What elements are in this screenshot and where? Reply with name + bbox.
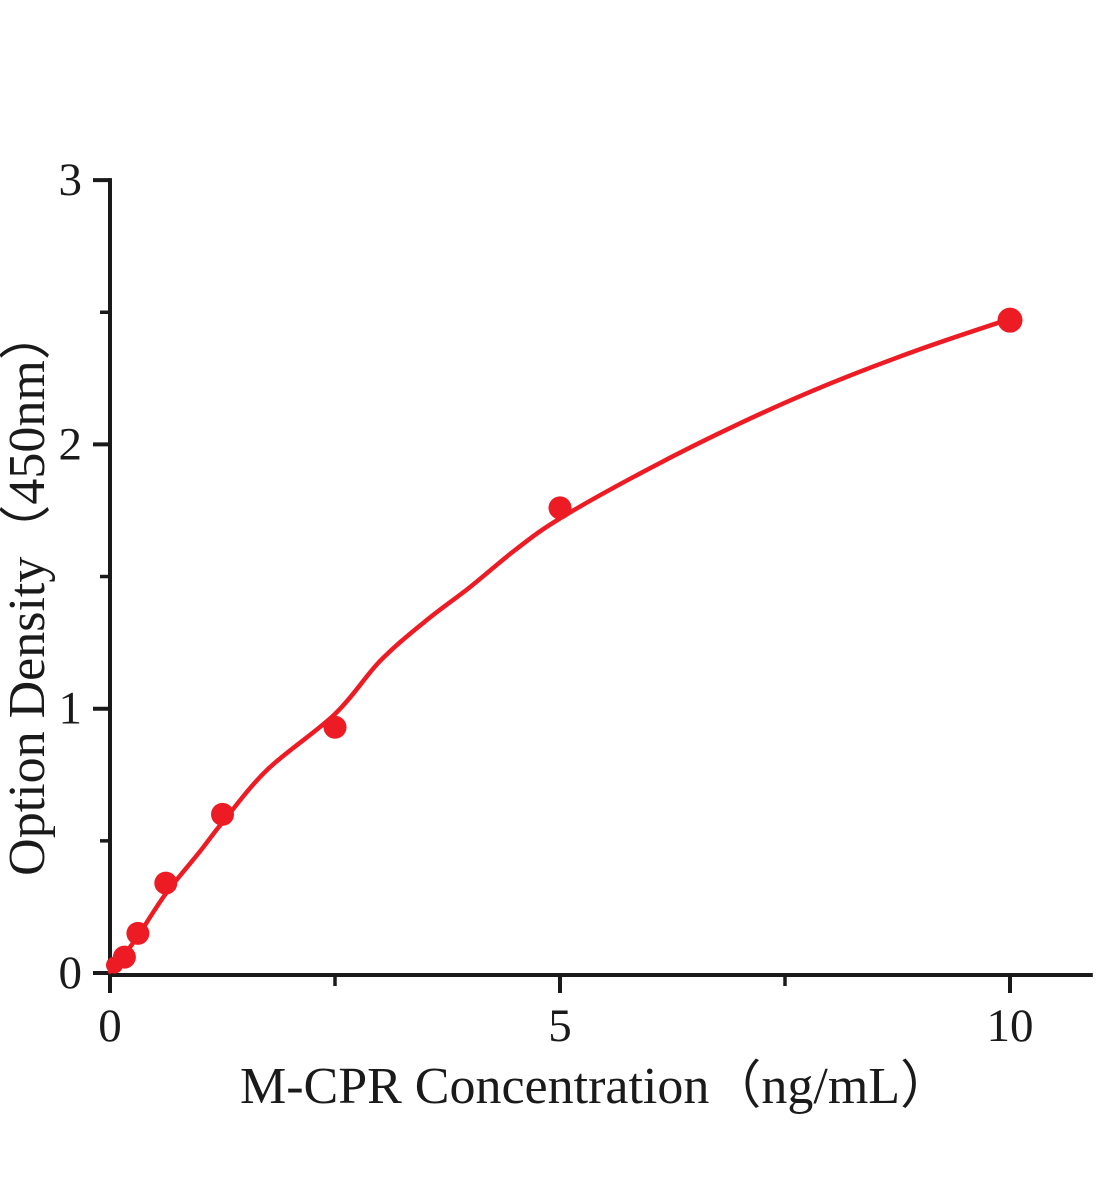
y-tick-label: 2 <box>59 418 83 470</box>
fit-curve <box>107 316 1013 974</box>
tick-layer: 0 1 2 3 0 5 10 <box>59 154 1034 1052</box>
y-tick-label: 0 <box>59 947 83 999</box>
x-axis-title: M-CPR Concentration（ng/mL） <box>240 1058 952 1115</box>
data-point <box>548 496 572 520</box>
x-tick-label: 5 <box>548 1000 572 1052</box>
data-layer <box>106 307 1023 974</box>
data-point <box>126 921 150 945</box>
data-point <box>997 307 1023 333</box>
y-tick-label: 3 <box>59 154 83 206</box>
data-point <box>323 715 347 739</box>
axes-layer <box>108 178 1093 977</box>
data-point <box>154 871 178 895</box>
data-point <box>211 802 234 826</box>
y-tick-label: 1 <box>59 683 83 735</box>
x-tick-label: 10 <box>987 1000 1034 1052</box>
data-point <box>112 945 136 969</box>
x-tick-label: 0 <box>98 1000 122 1052</box>
y-axis-title: Option Density（450nm） <box>0 308 56 876</box>
